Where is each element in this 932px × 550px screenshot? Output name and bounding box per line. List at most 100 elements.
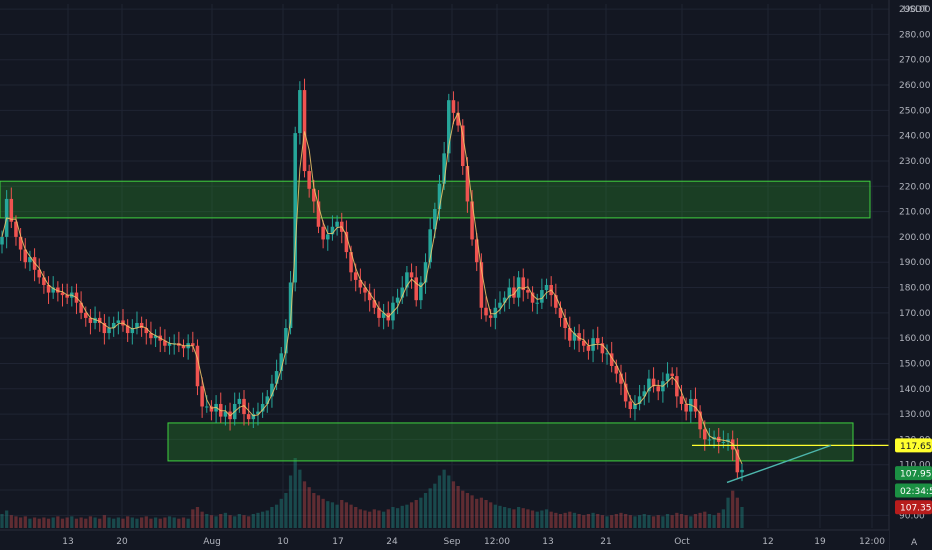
volume-bar: [335, 504, 339, 528]
candle-body: [51, 287, 55, 293]
price-tag-label: 107.35: [900, 504, 932, 514]
candle-body: [251, 414, 256, 420]
candle-body: [223, 411, 228, 417]
candle-body: [465, 166, 470, 202]
volume-bar: [456, 486, 460, 528]
volume-bar: [153, 517, 158, 528]
candle-body: [474, 239, 479, 263]
time-tick-label: 12:00: [859, 537, 885, 547]
volume-bar: [726, 497, 730, 528]
candle-body: [125, 325, 130, 334]
volume-bar: [74, 518, 79, 528]
candle-body: [28, 257, 32, 263]
candle-body: [605, 353, 609, 355]
volume-bar: [233, 516, 237, 528]
candle-body: [111, 322, 116, 329]
volume-bar: [326, 501, 330, 528]
volume-bar: [167, 516, 172, 528]
candle-body: [130, 328, 135, 334]
volume-bar: [302, 481, 307, 528]
price-tag-label: 02:34:56: [900, 487, 932, 497]
volume-bar: [437, 475, 442, 528]
volume-bar: [209, 515, 214, 528]
candle-body: [512, 287, 516, 298]
volume-bar: [428, 488, 432, 528]
candle-body: [377, 307, 381, 318]
candle-body: [256, 411, 260, 415]
candle-body: [37, 269, 42, 278]
volume-bar: [307, 487, 311, 528]
volume-bar: [516, 507, 521, 528]
volume-bar: [65, 517, 69, 528]
candle-body: [102, 322, 107, 334]
volume-bar: [740, 507, 744, 528]
candle-body: [205, 406, 209, 408]
drawn-lines[interactable]: [692, 444, 889, 484]
candle-body: [502, 297, 507, 303]
volume-bar: [391, 507, 395, 528]
volume-bar: [693, 514, 698, 528]
volume-bar: [624, 514, 628, 528]
candle-body: [721, 441, 726, 443]
volume-bar: [447, 475, 451, 528]
volume-bar: [135, 518, 139, 528]
volume-bar: [405, 504, 409, 528]
volume-bar: [195, 507, 200, 528]
volume-bar: [107, 517, 111, 528]
volume-bar: [544, 509, 549, 528]
candle-body: [535, 302, 539, 304]
volume-bar: [56, 516, 60, 528]
volume-bar: [572, 512, 577, 528]
price-tick-label: 190.00: [899, 258, 931, 268]
price-tag: [895, 500, 932, 515]
volume-bar: [489, 502, 493, 528]
candle-body: [144, 328, 149, 334]
time-tick-label: Aug: [203, 537, 221, 547]
volume-bar: [707, 514, 712, 528]
volume-bar: [568, 511, 572, 528]
volume-bar: [679, 514, 684, 528]
candle-body: [568, 328, 572, 341]
volume-bar: [610, 515, 614, 528]
volume-bar: [484, 500, 488, 528]
candle-body: [633, 403, 637, 410]
candle-body: [88, 317, 93, 323]
candle-body: [735, 449, 740, 473]
volume-bar: [582, 515, 586, 528]
volume-bar: [619, 512, 623, 528]
price-tick-label: 250.00: [899, 106, 931, 116]
candle-body: [479, 262, 484, 308]
candle-body: [56, 287, 60, 293]
candle-body: [312, 188, 316, 202]
volume-bar: [577, 514, 581, 528]
time-axis[interactable]: 13 20 Aug 10 17 24 Sep 12:00 13 21 Oct 12 19 12:00: [0, 529, 889, 550]
time-tick-label: 12: [762, 537, 773, 547]
volume-bar: [9, 515, 13, 528]
volume-bar: [698, 512, 702, 528]
time-tick-label: 10: [277, 537, 289, 547]
volume-bar: [93, 517, 97, 528]
volume-bar: [177, 518, 181, 528]
auto-scale-button[interactable]: A: [911, 538, 918, 548]
volume-bar: [470, 495, 474, 528]
volume-bar: [349, 504, 353, 528]
volume-bar: [423, 493, 428, 528]
candle-body: [84, 312, 88, 318]
time-axis-bg: [0, 530, 889, 550]
volume-bar: [372, 509, 376, 528]
volume-bar: [530, 510, 535, 528]
candle-body: [577, 333, 581, 341]
price-tick-label: 230.00: [899, 157, 931, 167]
candle-body: [135, 322, 139, 329]
volume-bar: [461, 490, 465, 528]
candle-body: [460, 125, 465, 167]
volume-bar: [465, 493, 470, 528]
volume-bar: [475, 498, 479, 528]
price-axis[interactable]: 90.00100.00110.00120.00130.00140.00150.0…: [888, 0, 932, 550]
volume-bar: [558, 514, 563, 528]
price-tick-label: 200.00: [899, 233, 931, 243]
candle-body: [242, 398, 246, 415]
volume-bar: [414, 500, 418, 528]
volume-bar: [689, 516, 693, 528]
